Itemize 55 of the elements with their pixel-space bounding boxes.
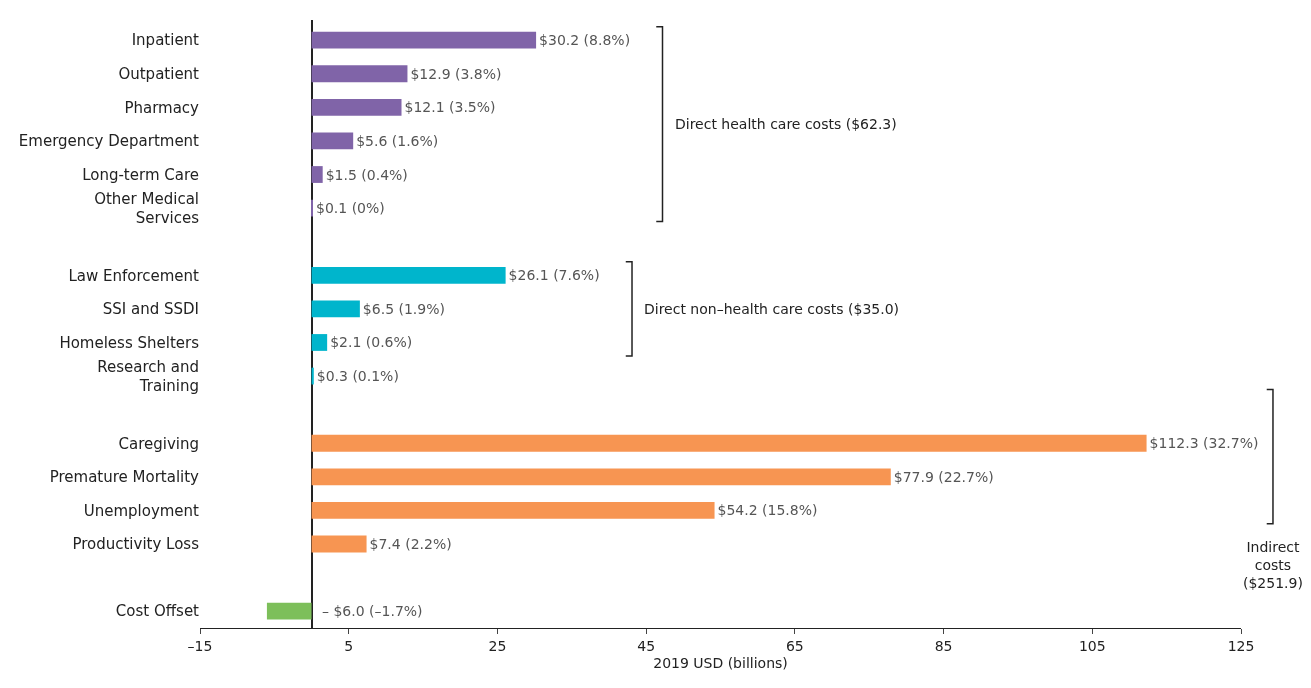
bar [311,132,354,150]
bar [311,434,1147,452]
y-tick-label: Long-term Care [82,165,199,184]
x-tick-label: 65 [785,637,804,654]
bar [311,266,506,284]
data-label: – $6.0 (–1.7%) [322,603,423,619]
y-tick-label: Law Enforcement [68,266,200,285]
y-tick-label: Research and Training [97,357,199,396]
bar [311,65,408,83]
bar [311,31,537,49]
y-tick-label: Cost Offset [115,602,200,621]
data-label: $6.5 (1.9%) [362,300,445,317]
y-tick-label: Emergency Department [18,132,200,151]
data-label: $0.1 (0%) [316,200,385,217]
bar [311,334,328,351]
bar [266,602,312,620]
y-tick-label: Outpatient [118,65,200,83]
x-axis-title: 2019 USD (billions) [653,655,788,672]
x-tick-label: 125 [1227,637,1255,654]
y-tick-label: Homeless Shelters [59,333,200,352]
data-label: $77.9 (22.7%) [893,468,994,485]
x-tick-label: –15 [187,637,213,654]
bar [311,300,360,318]
x-tick-label: 105 [1078,637,1106,654]
data-label: $54.2 (15.8%) [717,502,818,519]
x-tick-label: 25 [488,637,507,654]
annotation: Direct health care costs ($62.3) [675,116,897,132]
bar [311,502,715,519]
data-label: $1.5 (0.4%) [325,166,408,183]
y-tick-label: Pharmacy [124,98,200,117]
y-tick-label: Unemployment [83,501,200,520]
x-tick-label: 85 [934,637,953,654]
y-tick-label: Other Medical Services [94,189,200,228]
bar [311,535,367,553]
y-tick-label: Caregiving [118,434,199,453]
x-tick-label: 5 [344,637,354,654]
data-label: $26.1 (7.6%) [508,267,600,284]
data-label: $12.9 (3.8%) [410,65,502,82]
data-label: $5.6 (1.6%) [356,132,439,149]
data-label: $7.4 (2.2%) [369,536,452,553]
data-label: $112.3 (32.7%) [1149,435,1259,452]
data-label: $2.1 (0.6%) [330,334,413,351]
bar [311,166,323,183]
y-tick-label: Inpatient [131,31,200,50]
x-tick-label: 45 [637,637,656,654]
data-label: $0.3 (0.1%) [316,368,399,385]
y-tick-label: Productivity Loss [72,535,200,554]
bar [311,98,402,116]
text: Indirect costs ($251.9) [1243,539,1303,592]
data-label: $12.1 (3.5%) [404,99,496,116]
y-tick-label: SSI and SSDI [102,300,199,319]
data-label: $30.2 (8.8%) [539,32,631,49]
y-tick-label: Premature Mortality [49,468,200,487]
annotation: Direct non–health care costs ($35.0) [644,301,900,317]
bar [311,468,891,486]
